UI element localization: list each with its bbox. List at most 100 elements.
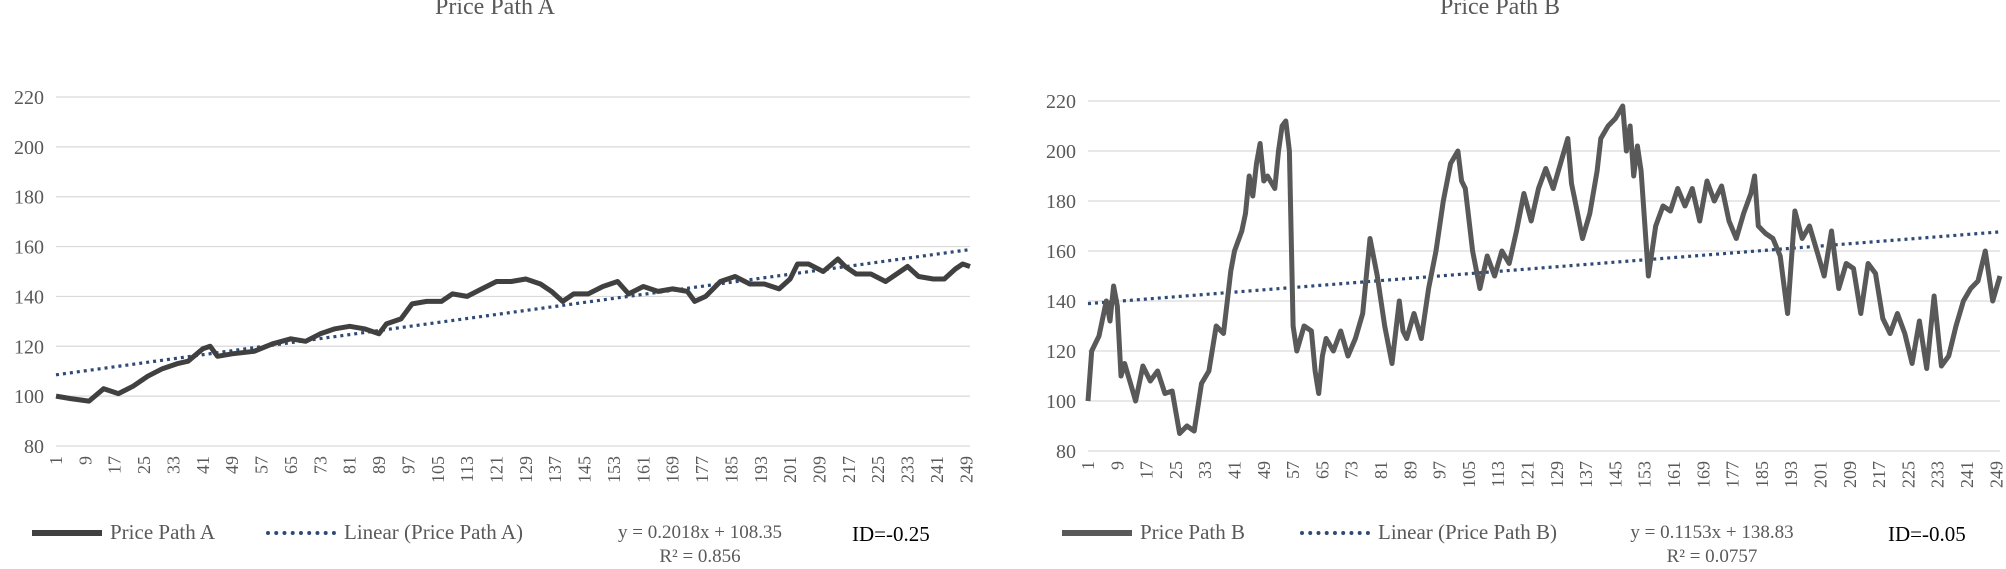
- legend-swatch-solid: [32, 529, 102, 536]
- equation-text: y = 0.2018x + 108.35: [618, 522, 782, 543]
- x-tick-label: 113: [457, 456, 477, 482]
- x-tick-label: 137: [545, 456, 565, 483]
- trendline-equation: y = 0.2018x + 108.35 R² = 0.856: [580, 521, 820, 569]
- series-line: [55, 256, 971, 404]
- y-tick-label: 220: [1046, 91, 1076, 113]
- trendline-equation: y = 0.1153x + 138.83 R² = 0.0757: [1592, 521, 1832, 569]
- y-tick-label: 80: [24, 436, 44, 458]
- x-tick-label: 41: [193, 456, 213, 474]
- chart-b-plot: 80 100 120 140 160 180 200 220 1 9 17 25 33 41 49 57 65 7…: [1046, 91, 2006, 488]
- x-tick-label: 169: [663, 456, 683, 483]
- x-tick-label: 57: [1283, 461, 1303, 479]
- x-tick-label: 105: [1459, 461, 1479, 488]
- x-tick-label: 177: [692, 456, 712, 483]
- legend-item-series: Price Path B: [1062, 520, 1245, 545]
- x-tick-label: 9: [1107, 461, 1127, 470]
- x-tick-label: 129: [1547, 461, 1567, 488]
- x-tick-label: 145: [575, 456, 595, 483]
- legend-label: Linear (Price Path A): [344, 520, 524, 544]
- x-tick-label: 25: [1166, 461, 1186, 479]
- x-tick-label: 121: [1518, 461, 1538, 488]
- x-tick-label: 49: [1254, 461, 1274, 479]
- x-tick-label: 65: [1312, 461, 1332, 479]
- y-tick-label: 120: [1046, 341, 1076, 363]
- x-tick-label: 9: [75, 456, 95, 465]
- x-tick-label: 105: [428, 456, 448, 483]
- y-tick-label: 140: [1046, 291, 1076, 313]
- r-squared-text: R² = 0.856: [659, 546, 741, 567]
- x-tick-label: 225: [1898, 461, 1918, 488]
- x-tick-label: 177: [1723, 461, 1743, 488]
- id-value: ID=-0.25: [852, 522, 930, 546]
- x-tick-label: 17: [105, 456, 125, 474]
- x-tick-label: 33: [1195, 461, 1215, 479]
- chart-a-plot: 80 100 120 140 160 180 200 220 1 9 17 25 33 41 49 57 65 7…: [14, 87, 976, 483]
- x-tick-label: 49: [222, 456, 242, 474]
- x-tick-label: 241: [1957, 461, 1977, 488]
- x-tick-label: 225: [868, 456, 888, 483]
- x-tick-label: 89: [1400, 461, 1420, 479]
- x-tick-label: 153: [604, 456, 624, 483]
- x-tick-label: 209: [810, 456, 830, 483]
- y-tick-label: 220: [14, 87, 44, 109]
- x-tick-label: 217: [1869, 461, 1889, 488]
- chart-title: Price Path A: [435, 0, 555, 20]
- r-squared-text: R² = 0.0757: [1666, 546, 1758, 567]
- legend-item-trendline: Linear (Price Path A): [266, 520, 523, 545]
- y-tick-label: 160: [1046, 241, 1076, 263]
- y-tick-label: 100: [14, 386, 44, 408]
- x-tick-label: 41: [1225, 461, 1245, 479]
- x-tick-label: 201: [1811, 461, 1831, 488]
- legend-label: Price Path B: [1140, 520, 1245, 544]
- y-tick-label: 180: [1046, 191, 1076, 213]
- x-tick-label: 153: [1635, 461, 1655, 488]
- y-tick-label: 180: [14, 187, 44, 209]
- y-tick-label: 160: [14, 237, 44, 259]
- x-tick-label: 33: [163, 456, 183, 474]
- x-tick-label: 161: [1664, 461, 1684, 488]
- legend-swatch-dotted: [1300, 530, 1370, 535]
- x-tick-label: 97: [1430, 461, 1450, 479]
- x-tick-label: 113: [1488, 461, 1508, 487]
- x-tick-label: 137: [1576, 461, 1596, 488]
- y-tick-label: 140: [14, 286, 44, 308]
- x-tick-label: 185: [721, 456, 741, 483]
- x-tick-label: 145: [1605, 461, 1625, 488]
- x-tick-label: 209: [1840, 461, 1860, 488]
- x-tick-label: 1: [46, 456, 66, 465]
- id-value: ID=-0.05: [1888, 522, 1966, 546]
- legend-label: Linear (Price Path B): [1378, 520, 1558, 544]
- chart-panel-a: Price Path A 80 100 120 140 160 180 200 220 1 9 17…: [0, 0, 990, 568]
- y-tick-label: 100: [1046, 391, 1076, 413]
- legend-swatch-dotted: [266, 530, 336, 535]
- x-tick-label: 129: [516, 456, 536, 483]
- x-tick-label: 97: [398, 456, 418, 474]
- chart-title: Price Path B: [1440, 0, 1560, 20]
- x-tick-label: 1: [1078, 461, 1098, 470]
- x-tick-label: 81: [340, 456, 360, 474]
- y-tick-label: 120: [14, 336, 44, 358]
- x-tick-label: 217: [839, 456, 859, 483]
- y-tick-label: 200: [14, 137, 44, 159]
- chart-panel-b: Price Path B 80 100 120 140 160 180 200 220 1 9 17…: [1000, 0, 2006, 568]
- x-tick-label: 73: [1342, 461, 1362, 479]
- legend-item-series: Price Path A: [32, 520, 215, 545]
- x-tick-label: 249: [956, 456, 976, 483]
- trendline: [1087, 230, 2001, 306]
- x-tick-label: 193: [1781, 461, 1801, 488]
- legend-swatch-solid: [1062, 529, 1132, 536]
- y-tick-label: 80: [1056, 441, 1076, 463]
- x-tick-label: 233: [1928, 461, 1948, 488]
- legend-label: Price Path A: [110, 520, 215, 544]
- x-tick-label: 161: [633, 456, 653, 483]
- x-tick-label: 65: [281, 456, 301, 474]
- x-tick-label: 73: [310, 456, 330, 474]
- x-tick-label: 241: [927, 456, 947, 483]
- x-tick-label: 81: [1371, 461, 1391, 479]
- x-tick-label: 249: [1986, 461, 2006, 488]
- x-tick-label: 185: [1752, 461, 1772, 488]
- x-tick-label: 233: [898, 456, 918, 483]
- x-tick-label: 57: [252, 456, 272, 474]
- x-tick-label: 89: [369, 456, 389, 474]
- equation-text: y = 0.1153x + 138.83: [1630, 522, 1794, 543]
